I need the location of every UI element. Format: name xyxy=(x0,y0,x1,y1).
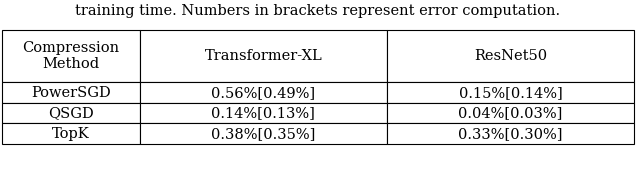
Text: PowerSGD: PowerSGD xyxy=(31,86,111,100)
Bar xyxy=(2,82,140,103)
Text: 0.56%[0.49%]: 0.56%[0.49%] xyxy=(211,86,315,100)
Text: 0.04%[0.03%]: 0.04%[0.03%] xyxy=(459,106,563,120)
Text: TopK: TopK xyxy=(52,127,90,141)
Bar xyxy=(387,123,634,144)
Text: 0.38%[0.35%]: 0.38%[0.35%] xyxy=(211,127,315,141)
Bar xyxy=(387,82,634,103)
Text: Compression
Method: Compression Method xyxy=(22,41,120,71)
Bar xyxy=(2,123,140,144)
Bar xyxy=(140,123,387,144)
Text: 0.14%[0.13%]: 0.14%[0.13%] xyxy=(211,106,315,120)
Bar xyxy=(2,30,140,82)
Text: Transformer-XL: Transformer-XL xyxy=(204,49,322,63)
Bar xyxy=(140,103,387,123)
Text: 0.33%[0.30%]: 0.33%[0.30%] xyxy=(459,127,563,141)
Bar xyxy=(387,30,634,82)
Bar xyxy=(140,82,387,103)
Text: ResNet50: ResNet50 xyxy=(474,49,547,63)
Bar xyxy=(387,103,634,123)
Bar xyxy=(140,30,387,82)
Text: QSGD: QSGD xyxy=(48,106,93,120)
Text: training time. Numbers in brackets represent error computation.: training time. Numbers in brackets repre… xyxy=(76,4,560,19)
Text: 0.15%[0.14%]: 0.15%[0.14%] xyxy=(459,86,562,100)
Bar xyxy=(2,103,140,123)
